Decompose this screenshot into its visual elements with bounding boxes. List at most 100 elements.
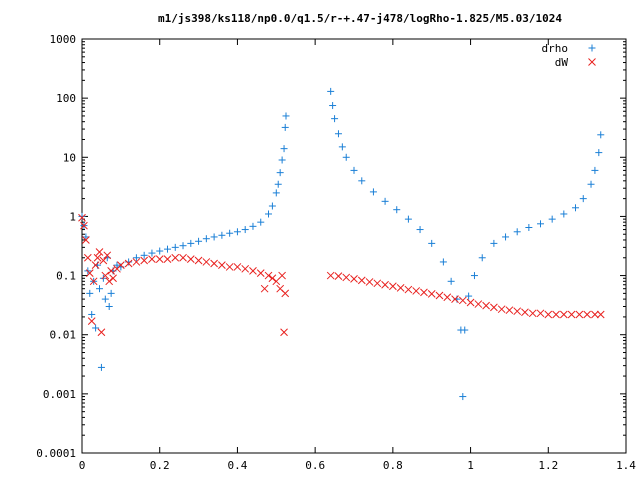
x-tick-label: 0.4 [227,459,247,472]
data-point-dw [225,263,234,271]
data-point-drho [350,166,358,174]
data-point-dw [186,255,195,263]
data-point-drho [465,292,473,300]
data-point-dw [210,259,218,268]
data-point-dw [567,310,576,319]
data-point-dw [544,310,553,319]
data-point-drho [276,169,284,177]
legend: drho dW [542,42,596,69]
data-point-dw [466,298,475,307]
data-point-drho [140,251,148,259]
data-point-drho [88,310,96,318]
data-point-dw [381,280,389,289]
data-point-dw [458,296,467,305]
data-point-dw [591,310,599,319]
data-point-drho [461,326,469,334]
data-point-dw [107,267,115,275]
data-point-drho [439,258,447,266]
data-point-drho [218,231,226,239]
data-point-drho [101,295,109,303]
data-point-drho [202,235,210,243]
legend-label-drho: drho [542,42,569,55]
data-point-dw [420,288,428,297]
x-tick-label: 1 [467,459,474,472]
data-point-drho [148,249,156,257]
y-tick-label: 0.01 [50,329,77,342]
data-point-drho [226,229,234,237]
data-point-drho [342,153,350,161]
data-point-drho [490,239,498,247]
data-point-drho [571,204,579,212]
data-point-drho [428,239,436,247]
data-point-drho [280,145,288,153]
data-point-dw [264,271,273,280]
chart-title: m1/js398/ks118/np0.0/q1.5/r-+.47-j478/lo… [158,12,562,25]
x-tick-label: 0.2 [150,459,170,472]
data-point-dw [95,248,104,256]
series-drho [78,87,605,401]
legend-label-dw: dW [555,56,569,69]
data-point-dw [412,287,421,295]
data-point-drho [105,302,113,310]
data-point-drho [548,215,556,223]
data-point-drho [281,123,289,131]
data-point-dw [124,259,133,268]
data-point-dw [179,253,187,262]
x-tick-label: 0.8 [383,459,403,472]
data-point-drho [416,226,424,234]
data-point-drho [334,130,342,138]
data-point-dw [103,251,112,260]
data-point-drho [329,102,337,110]
data-point-dw [155,255,164,263]
data-point-dw [497,305,506,314]
data-point-dw [85,269,94,277]
data-point-drho [331,115,339,123]
data-point-dw [82,236,90,244]
data-point-dw [365,278,374,286]
data-point-drho [113,261,121,269]
x-tick-label: 0.6 [305,459,325,472]
x-axis: 0 0.2 0.4 0.6 0.8 1 1.2 1.4 [79,39,636,472]
data-point-drho [125,258,133,266]
data-point-drho [338,143,346,151]
data-point-drho [537,220,545,228]
data-point-dw [404,285,413,294]
data-point-drho [478,254,486,262]
data-point-drho [525,223,533,231]
y-axis: 0.0001 0.001 0.01 0.1 1 10 100 1000 [36,33,626,460]
data-point-dw [443,293,452,302]
data-point-dw [396,283,405,292]
data-point-dw [87,317,96,325]
data-point-drho [179,242,187,250]
data-point-drho [513,228,521,236]
x-tick-label: 0 [79,459,86,472]
data-point-dw [132,258,141,266]
data-point-dw [373,279,382,288]
data-point-dw [83,253,92,262]
data-point-dw [474,300,483,308]
data-point-drho [278,156,286,164]
data-point-dw [268,274,277,283]
data-point-dw [513,307,522,316]
data-point-drho [95,285,103,293]
data-point-dw [278,271,286,280]
legend-glyph [588,44,596,52]
data-point-drho [156,247,164,255]
data-point-dw [427,290,436,298]
data-point-dw [109,274,117,283]
series-layer [78,87,605,401]
data-point-drho [327,87,335,95]
data-point-drho [241,226,249,234]
y-tick-label: 1000 [50,33,77,46]
data-point-drho [257,218,265,226]
data-point-dw [281,289,290,298]
y-tick-label: 0.001 [43,388,76,401]
data-point-drho [587,180,595,188]
y-tick-label: 100 [56,92,76,105]
data-point-drho [86,289,94,297]
data-point-dw [451,295,459,303]
data-point-dw [482,301,490,310]
data-point-drho [132,254,140,262]
y-tick-label: 1 [69,210,76,223]
